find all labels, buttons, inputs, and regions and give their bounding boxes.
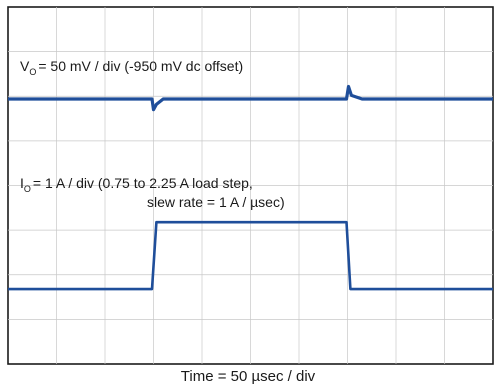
vo-text: = 50 mV / div (-950 mV dc offset) — [38, 58, 243, 74]
vo-subscript: O — [29, 67, 36, 77]
x-axis-label: Time = 50 µsec / div — [180, 368, 316, 385]
io-subscript: O — [24, 184, 31, 194]
current-trace — [8, 220, 493, 291]
traces — [8, 84, 493, 291]
io-annotation-line2: slew rate = 1 A / µsec) — [147, 194, 285, 210]
io-symbol: I — [20, 175, 24, 191]
io-text-line1: = 1 A / div (0.75 to 2.25 A load step, — [33, 175, 253, 191]
voltage-trace — [8, 84, 493, 112]
io-annotation: IO = 1 A / div (0.75 to 2.25 A load step, — [20, 175, 253, 194]
vo-symbol: V — [20, 58, 30, 74]
vo-annotation: VO = 50 mV / div (-950 mV dc offset) — [20, 58, 243, 77]
grid — [8, 7, 493, 364]
